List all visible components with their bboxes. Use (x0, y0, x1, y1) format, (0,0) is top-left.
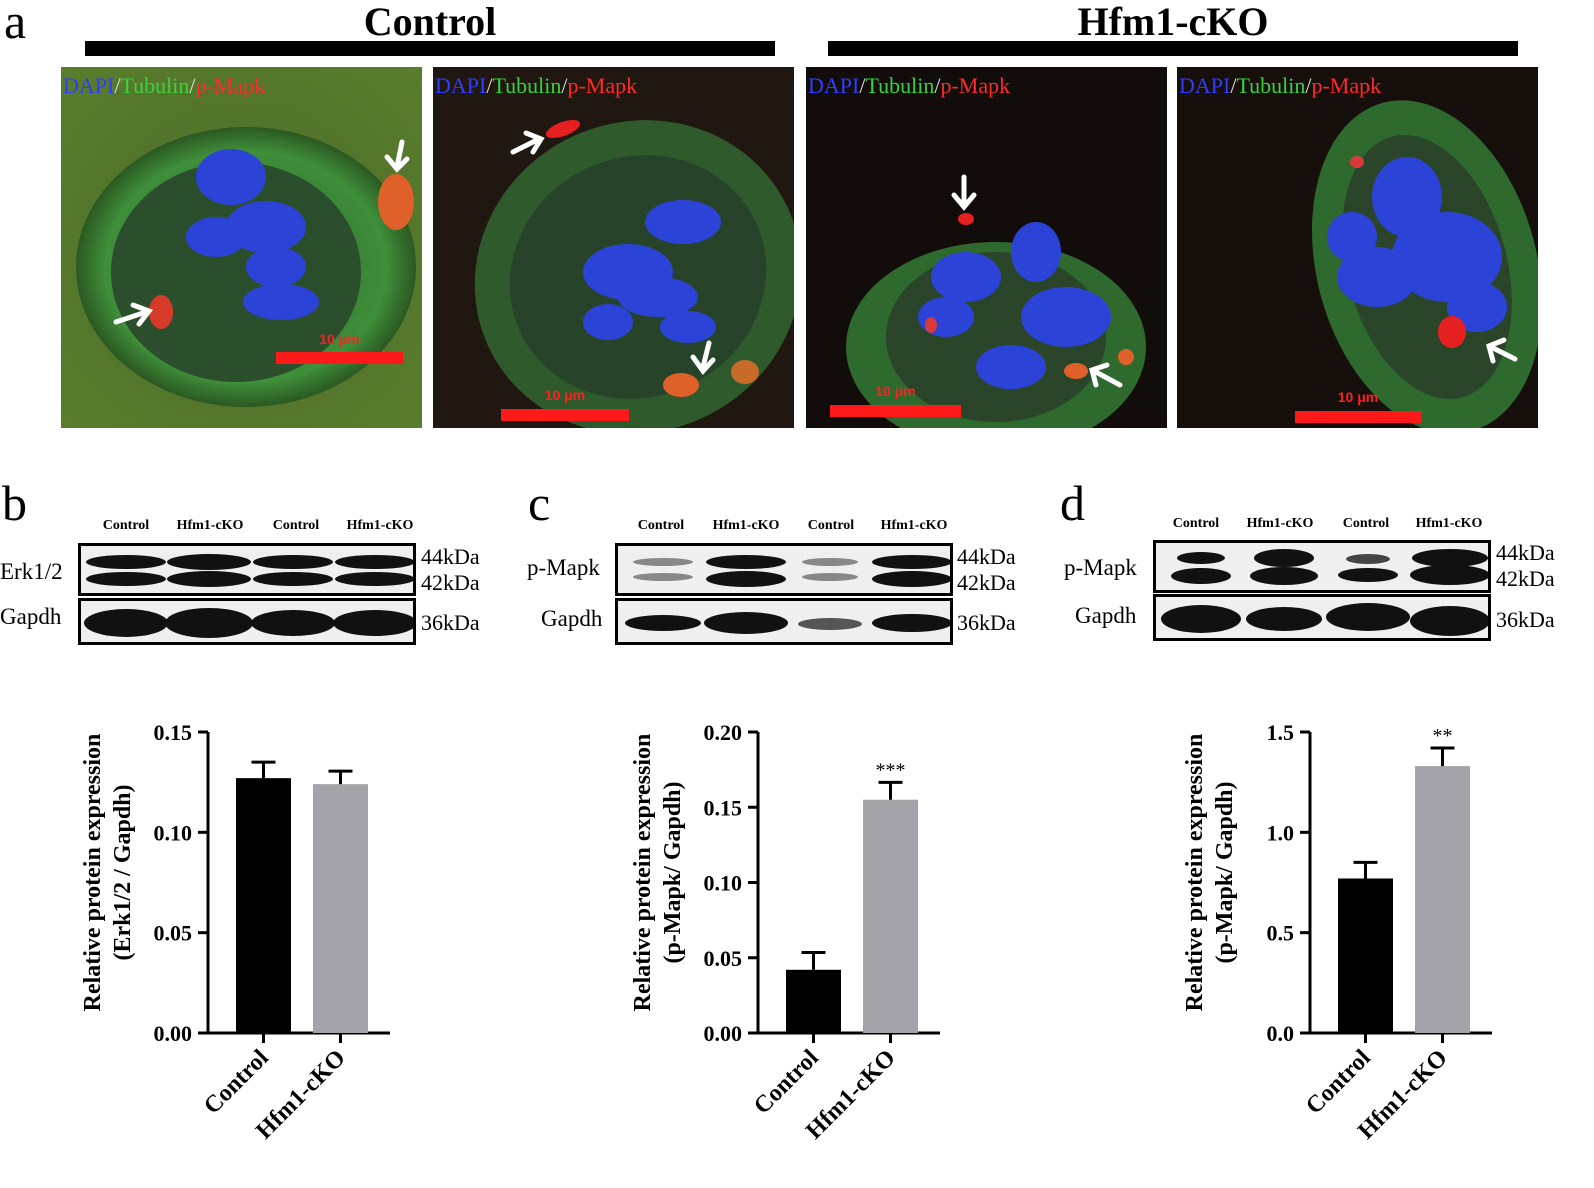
lane-label: Control (1172, 516, 1220, 531)
blot-row-label: Gapdh (541, 606, 603, 631)
mw-label: 44kDa (1496, 540, 1555, 565)
significance-label: *** (876, 759, 906, 781)
blot-row-label: Gapdh (1075, 603, 1137, 628)
blot-gapdh (1153, 594, 1491, 641)
blot-pmapk (615, 543, 953, 596)
lane-label: Control (102, 518, 150, 533)
y-tick-label: 0.05 (154, 921, 193, 946)
lane-label: Hfm1-cKO (1415, 516, 1483, 531)
blot-pmapk (1153, 540, 1491, 593)
bar (1415, 766, 1470, 1033)
micrograph-control-2: DAPI/Tubulin/p-Mapk 10 μm (433, 67, 794, 428)
scale-bar-label: 10 μm (319, 331, 360, 347)
y-tick-label: 0.20 (704, 720, 743, 745)
y-axis-label: (p-Mapk/ Gapdh) (660, 781, 686, 963)
lane-label: Hfm1-cKO (176, 518, 244, 533)
x-tick-label: Control (1301, 1045, 1376, 1120)
y-axis-label: Relative protein expression (1182, 734, 1208, 1012)
scale-bar-label: 10 μm (875, 383, 916, 399)
y-tick-label: 0.05 (704, 946, 743, 971)
lane-label: Hfm1-cKO (712, 518, 780, 533)
lane-label: Control (1342, 516, 1390, 531)
y-tick-label: 1.0 (1267, 820, 1295, 845)
bar (863, 799, 918, 1033)
lane-label: Hfm1-cKO (880, 518, 948, 533)
lane-label: Control (807, 518, 855, 533)
mw-label: 42kDa (1496, 566, 1555, 591)
bar-chart-b: 0.00 0.05 0.10 0.15 Relative protein express… (60, 690, 390, 1180)
y-tick-label: 0.10 (154, 820, 193, 845)
y-tick-label: 0.00 (704, 1021, 743, 1046)
stain-label: DAPI/Tubulin/p-Mapk (63, 73, 266, 98)
blot-erk (78, 543, 416, 596)
scale-bar-label: 10 μm (1337, 389, 1379, 405)
y-tick-label: 0.5 (1267, 921, 1295, 946)
mw-label: 42kDa (957, 570, 1016, 595)
mw-label: 36kDa (957, 610, 1016, 635)
blot-row-label: p-Mapk (1064, 555, 1137, 580)
bar (1338, 878, 1393, 1033)
x-tick-label: Control (199, 1045, 274, 1120)
y-tick-label: 0.00 (154, 1021, 193, 1046)
lane-label: Hfm1-cKO (1246, 516, 1314, 531)
mw-label: 44kDa (957, 544, 1016, 569)
group-bar-control (85, 41, 775, 56)
panel-letter-a: a (4, 0, 27, 49)
bar (236, 778, 291, 1033)
mw-label: 42kDa (421, 570, 480, 595)
blot-row-label: p-Mapk (527, 555, 600, 580)
scale-bar-label: 10 μm (544, 387, 586, 403)
bar (313, 784, 368, 1033)
blot-gapdh (615, 598, 953, 645)
y-axis-label: (p-Mapk/ Gapdh) (1212, 781, 1238, 963)
mw-label: 44kDa (421, 544, 480, 569)
y-tick-label: 0.15 (154, 720, 193, 745)
panel-letter-d: d (1060, 475, 1085, 531)
stain-label: DAPI/Tubulin/p-Mapk (1179, 73, 1382, 98)
lane-label: Control (637, 518, 685, 533)
lane-label: Hfm1-cKO (346, 518, 414, 533)
micrograph-cko-1: DAPI/Tubulin/p-Mapk 10 μm (806, 67, 1167, 428)
micrograph-cko-2: DAPI/Tubulin/p-Mapk 10 μm (1177, 67, 1538, 428)
mw-label: 36kDa (421, 610, 480, 635)
y-axis-label: Relative protein expression (630, 734, 656, 1012)
y-tick-label: 0.0 (1267, 1021, 1295, 1046)
mw-label: 36kDa (1496, 607, 1555, 632)
group-title-control: Control (363, 0, 497, 44)
blot-gapdh (78, 598, 416, 645)
significance-label: ** (1433, 725, 1453, 747)
y-axis-label: Relative protein expression (80, 734, 106, 1012)
x-tick-label: Control (749, 1045, 824, 1120)
lane-label: Control (272, 518, 320, 533)
bar (786, 969, 841, 1033)
y-tick-label: 0.10 (704, 871, 743, 896)
panel-letter-c: c (528, 475, 551, 531)
blot-row-label: Erk1/2 (0, 559, 63, 584)
y-tick-label: 0.15 (704, 795, 743, 820)
stain-label: DAPI/Tubulin/p-Mapk (435, 73, 638, 98)
bar-chart-d: 0.0 0.5 1.0 1.5 Relative protein expression(… (1162, 690, 1492, 1180)
micrograph-control-1: DAPI/Tubulin/p-Mapk 10 μm (61, 67, 422, 428)
blot-row-label: Gapdh (0, 604, 62, 629)
y-axis-label: (Erk1/2 / Gapdh) (110, 784, 136, 960)
panel-letter-b: b (2, 475, 27, 531)
group-bar-cko (828, 41, 1518, 56)
bar-chart-c: 0.00 0.05 0.10 0.15 0.20 Relative protein exp… (610, 690, 940, 1180)
group-title-cko: Hfm1-cKO (1077, 0, 1269, 44)
stain-label: DAPI/Tubulin/p-Mapk (808, 73, 1011, 98)
y-tick-label: 1.5 (1267, 720, 1295, 745)
